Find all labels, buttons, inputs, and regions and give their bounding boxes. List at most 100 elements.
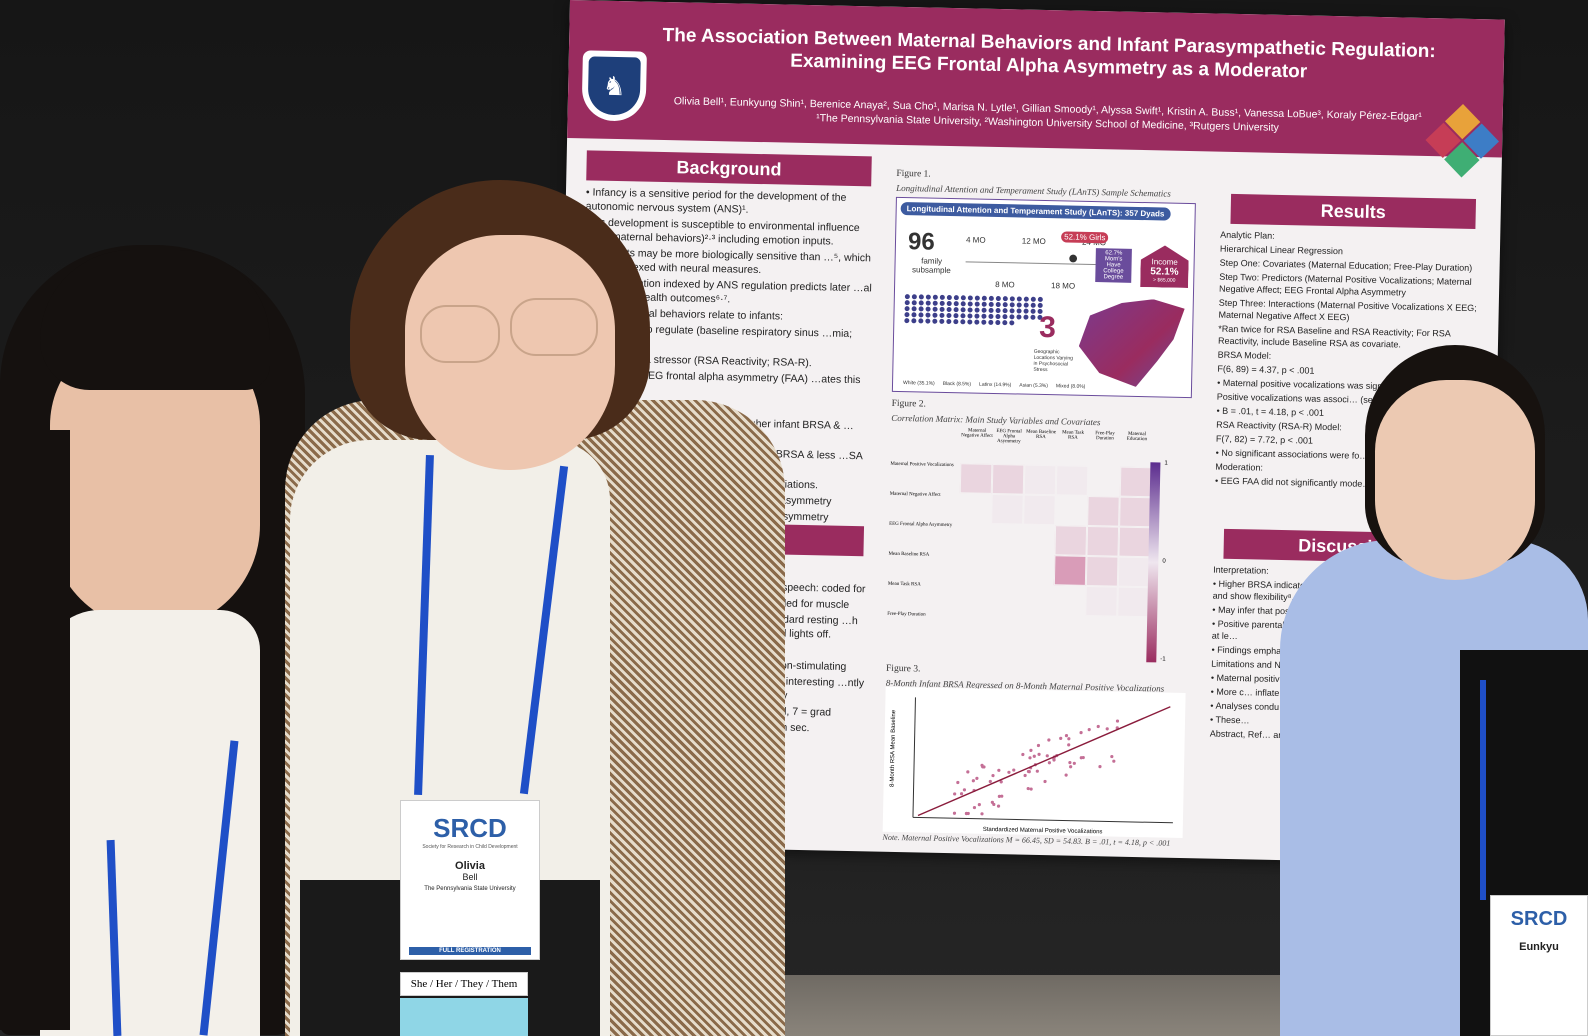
matrix-cell: [1118, 526, 1152, 558]
legend-entry: Latinx (14.9%): [979, 381, 1012, 389]
person-pictogram-icon: [1030, 302, 1036, 308]
person-pictogram-icon: [918, 306, 924, 312]
income-house-icon: Income 52.1% > $65,000: [1140, 245, 1189, 288]
person-pictogram-icon: [953, 301, 959, 307]
person-pictogram-icon: [995, 313, 1001, 320]
scatter-point: [959, 792, 964, 796]
matrix-cell: [956, 613, 990, 644]
glasses-right-lens: [510, 298, 598, 356]
poster-banner: ♞ The Association Between Maternal Behav…: [567, 0, 1505, 178]
scatter-point: [1079, 756, 1083, 760]
person-pictogram-icon: [1009, 296, 1015, 302]
scatter-point: [1026, 769, 1031, 774]
person-pictogram-icon: [953, 313, 959, 319]
person-pictogram-icon: [939, 300, 945, 306]
person-pictogram-icon: [1009, 302, 1015, 308]
scatter-point: [1029, 748, 1033, 752]
scatter-point: [1035, 769, 1039, 773]
scatter-point: [952, 811, 957, 815]
scatter-point: [1064, 773, 1068, 777]
matrix-cell: [989, 553, 1023, 585]
matrix-col-label: Mean Baseline RSA: [1026, 429, 1057, 441]
matrix-cell: [1023, 494, 1056, 526]
person-pictogram-icon: [1009, 320, 1015, 326]
matrix-cell: [958, 523, 992, 554]
matrix-cell: [991, 493, 1024, 525]
person-pictogram-icon: [960, 301, 966, 307]
matrix-cell: [957, 583, 990, 614]
scatter-point: [1012, 768, 1016, 772]
person-pictogram-icon: [981, 301, 987, 307]
timeline-bottom: 8 MO 18 MO: [995, 280, 1075, 291]
person-pictogram-icon: [988, 301, 994, 307]
scatter-point: [990, 800, 994, 804]
person-pictogram-icon: [974, 295, 980, 301]
person-pictogram-icon: [960, 313, 966, 319]
matrix-cell: [1021, 584, 1054, 616]
scatter-point: [971, 779, 975, 783]
person-pictogram-icon: [911, 294, 917, 300]
person-pictogram-icon: [911, 306, 917, 312]
badge-olivia-org: SRCD: [433, 813, 507, 843]
scatter-point: [991, 773, 995, 778]
girls-percent: 52.1% Girls: [1061, 231, 1109, 244]
figure3-ylabel: 8-Month RSA Mean Baseline: [890, 709, 898, 787]
person-pictogram-icon: [904, 312, 910, 318]
matrix-cell: [1055, 495, 1088, 526]
person-pictogram-icon: [988, 295, 994, 301]
matrix-cell: [989, 583, 1022, 615]
figure1-header: Longitudinal Attention and Temperament S…: [900, 201, 1171, 221]
person-pictogram-icon: [946, 300, 952, 307]
matrix-cell: [1021, 554, 1055, 586]
legend-entry: Asian (5.3%): [1019, 382, 1048, 390]
matrix-row-label: Maternal Negative Affect: [889, 491, 941, 498]
person-pictogram-icon: [1030, 308, 1036, 314]
scatter-point: [966, 770, 970, 774]
person-pictogram-icon: [925, 300, 931, 306]
matrix-row-headers: Maternal Positive Vocalizations Maternal …: [887, 462, 961, 643]
y-axis: [912, 697, 916, 818]
scatter-point: [956, 780, 960, 785]
scatter-point: [953, 792, 957, 796]
person-pictogram-icon: [981, 313, 987, 319]
matrix-row-label: Maternal Positive Vocalizations: [890, 461, 954, 469]
scatter-point: [988, 779, 992, 784]
person-pictogram-icon: [988, 307, 994, 313]
background-line: This development is susceptible to envir…: [584, 216, 860, 248]
ribbon-blue: [400, 998, 528, 1036]
person-pictogram-icon: [967, 313, 973, 319]
badge-right-org: SRCD: [1510, 908, 1568, 930]
person-pictogram-icon: [995, 319, 1001, 326]
matrix-col-label: EEG Frontal Alpha Asymmetry: [996, 429, 1022, 445]
person-pictogram-icon: [932, 294, 938, 300]
matrix-cell: [1052, 615, 1086, 646]
person-pictogram-icon: [967, 307, 973, 313]
person-pictogram-icon: [960, 295, 966, 301]
scatter-point: [1037, 752, 1041, 756]
poster-title: The Association Between Maternal Behavio…: [659, 24, 1440, 86]
scatter-point: [1059, 736, 1063, 741]
matrix-cell: [1117, 586, 1150, 618]
background-heading: Background: [586, 150, 872, 187]
scatter-point: [1032, 754, 1036, 758]
matrix-cell: [1022, 524, 1056, 556]
person-pictogram-icon: [1016, 308, 1022, 314]
matrix-cell: [1116, 616, 1150, 648]
matrix-cell: [990, 523, 1024, 555]
scatter-point: [1115, 719, 1120, 723]
person-pictogram-icon: [988, 319, 994, 325]
scatter-point: [1110, 754, 1114, 759]
matrix-cell: [1055, 465, 1089, 496]
timeline-line: [965, 261, 1106, 266]
floor: [760, 975, 1320, 1036]
scatter-point: [1079, 731, 1083, 735]
person-pictogram-icon: [974, 313, 980, 319]
matrix-row-label: Mean Baseline RSA: [888, 551, 930, 558]
background-line: • Infancy is a sensitive period for the …: [585, 186, 847, 216]
person-pictogram-icon: [939, 318, 945, 324]
person-pictogram-icon: [1030, 314, 1036, 320]
results-heading: Results: [1230, 193, 1477, 230]
scatter-point: [980, 812, 984, 816]
scatter-point: [999, 780, 1003, 784]
person-pictogram-icon: [981, 295, 987, 301]
